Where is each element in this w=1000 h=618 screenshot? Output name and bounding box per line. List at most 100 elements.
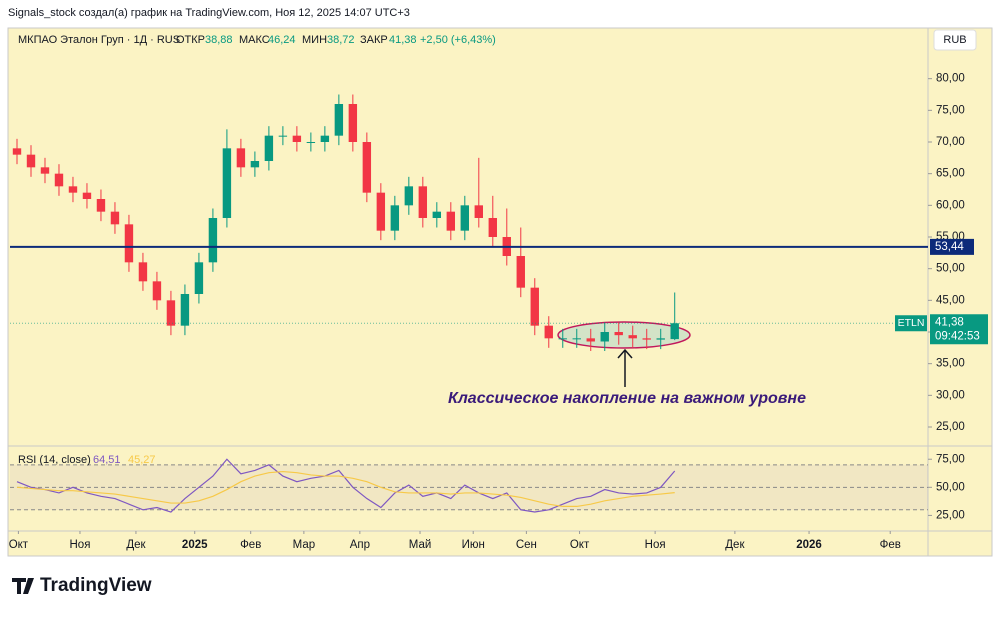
candle-body: [96, 199, 106, 212]
x-tick-label: Апр: [350, 539, 370, 551]
close-value: 41,38: [389, 34, 417, 46]
candle-body: [54, 173, 64, 187]
y-tick-label: 25,00: [936, 421, 965, 433]
logo-icon: [12, 578, 34, 594]
candle-body: [656, 338, 665, 340]
x-tick-label: 2026: [796, 539, 822, 551]
level-label: 53,44: [935, 241, 964, 253]
ticker-tag: [895, 315, 927, 332]
candle-body: [404, 186, 414, 206]
candle-body: [572, 338, 581, 340]
low-value: 38,72: [327, 34, 355, 46]
candle-body: [152, 281, 162, 301]
x-tick-label: Фев: [240, 539, 261, 551]
y-tick-label: 30,00: [936, 389, 965, 401]
rsi-y-tick-label: 25,00: [936, 509, 965, 521]
candle-body: [222, 148, 232, 218]
x-tick-label: Июн: [462, 539, 485, 551]
candle-body: [236, 148, 246, 168]
rsi-value: 64,51: [93, 454, 121, 466]
x-tick-label: Дек: [725, 539, 745, 551]
candle-body: [628, 335, 637, 339]
y-tick-label: 80,00: [936, 73, 965, 85]
candle-body: [292, 135, 302, 142]
rsi-title: RSI (14, close): [18, 454, 91, 466]
y-tick-label: 60,00: [936, 199, 965, 211]
candle-body: [264, 135, 274, 161]
candle-body: [460, 205, 469, 231]
x-tick-label: Ноя: [70, 539, 91, 551]
currency[interactable]: RUB: [943, 34, 966, 46]
candle-body: [544, 325, 553, 339]
candle-body: [180, 294, 190, 326]
high-value: 46,24: [268, 34, 296, 46]
candle-body: [40, 167, 50, 174]
candle-body: [670, 323, 679, 340]
x-tick-label: Окт: [9, 539, 29, 551]
countdown: 09:42:53: [935, 330, 980, 342]
candle-body: [558, 338, 567, 340]
arrow-head: [617, 348, 633, 359]
rsi-line: [16, 470, 675, 508]
candle-body: [516, 256, 525, 288]
symbol: МКПАО Эталон Груп · 1Д · RUS: [18, 34, 180, 46]
candle-body: [488, 218, 497, 237]
candle-body: [124, 224, 134, 263]
open-label: ОТКР: [176, 34, 205, 46]
open-value: 38,88: [205, 34, 233, 46]
logo-text: TradingView: [40, 575, 152, 596]
rsi-ma-value: 45,27: [128, 454, 156, 466]
y-tick-label: 70,00: [936, 136, 965, 148]
currency-button[interactable]: [933, 29, 977, 51]
candle-body: [26, 154, 36, 168]
rsi-y-tick-label: 75,00: [936, 453, 965, 465]
ticker: ETLN: [898, 317, 925, 329]
candle-body: [208, 218, 218, 263]
y-tick-label: 35,00: [936, 358, 965, 370]
rsi-y-tick-label: 50,00: [936, 481, 965, 493]
y-tick-label: 75,00: [936, 104, 965, 116]
candle-body: [12, 148, 22, 155]
candle-body: [68, 186, 78, 193]
candle-body: [376, 192, 386, 231]
candle-body: [110, 211, 120, 225]
candle-body: [642, 338, 651, 340]
candle-body: [600, 332, 609, 342]
candle-body: [250, 161, 260, 168]
candle-body: [530, 287, 539, 326]
candle-body: [390, 205, 400, 231]
low-label: МИН: [302, 34, 327, 46]
x-tick-label: Май: [409, 539, 432, 551]
price-label: 41,38: [935, 316, 964, 328]
candle-body: [432, 211, 442, 218]
candle-body: [166, 300, 176, 326]
rsi-line: [16, 458, 676, 513]
y-tick-label: 50,00: [936, 263, 965, 275]
caption: Signals_stock создал(а) график на Tradin…: [8, 7, 410, 19]
change: +2,50 (+6,43%): [420, 34, 496, 46]
accumulation-ellipse: [557, 321, 691, 349]
y-tick-label: 65,00: [936, 168, 965, 180]
candle-body: [138, 262, 148, 282]
candle-body: [278, 135, 288, 137]
candle-body: [586, 338, 595, 342]
candle-body: [614, 332, 623, 336]
candle-body: [362, 142, 372, 193]
level-tag: [930, 238, 974, 255]
candle-body: [82, 192, 92, 199]
chart-frame: [7, 27, 993, 557]
high-label: МАКС: [239, 34, 270, 46]
candle-body: [334, 104, 344, 136]
price-tag: [930, 314, 988, 345]
candle-body: [446, 211, 456, 231]
x-tick-label: Дек: [126, 539, 146, 551]
x-tick-label: Ноя: [645, 539, 666, 551]
candle-body: [418, 186, 428, 218]
x-tick-label: 2025: [182, 539, 208, 551]
x-tick-label: Мар: [293, 539, 316, 551]
annotation: Классическое накопление на важном уровне: [448, 390, 806, 407]
candle-body: [348, 104, 358, 142]
candle-body: [306, 142, 316, 143]
